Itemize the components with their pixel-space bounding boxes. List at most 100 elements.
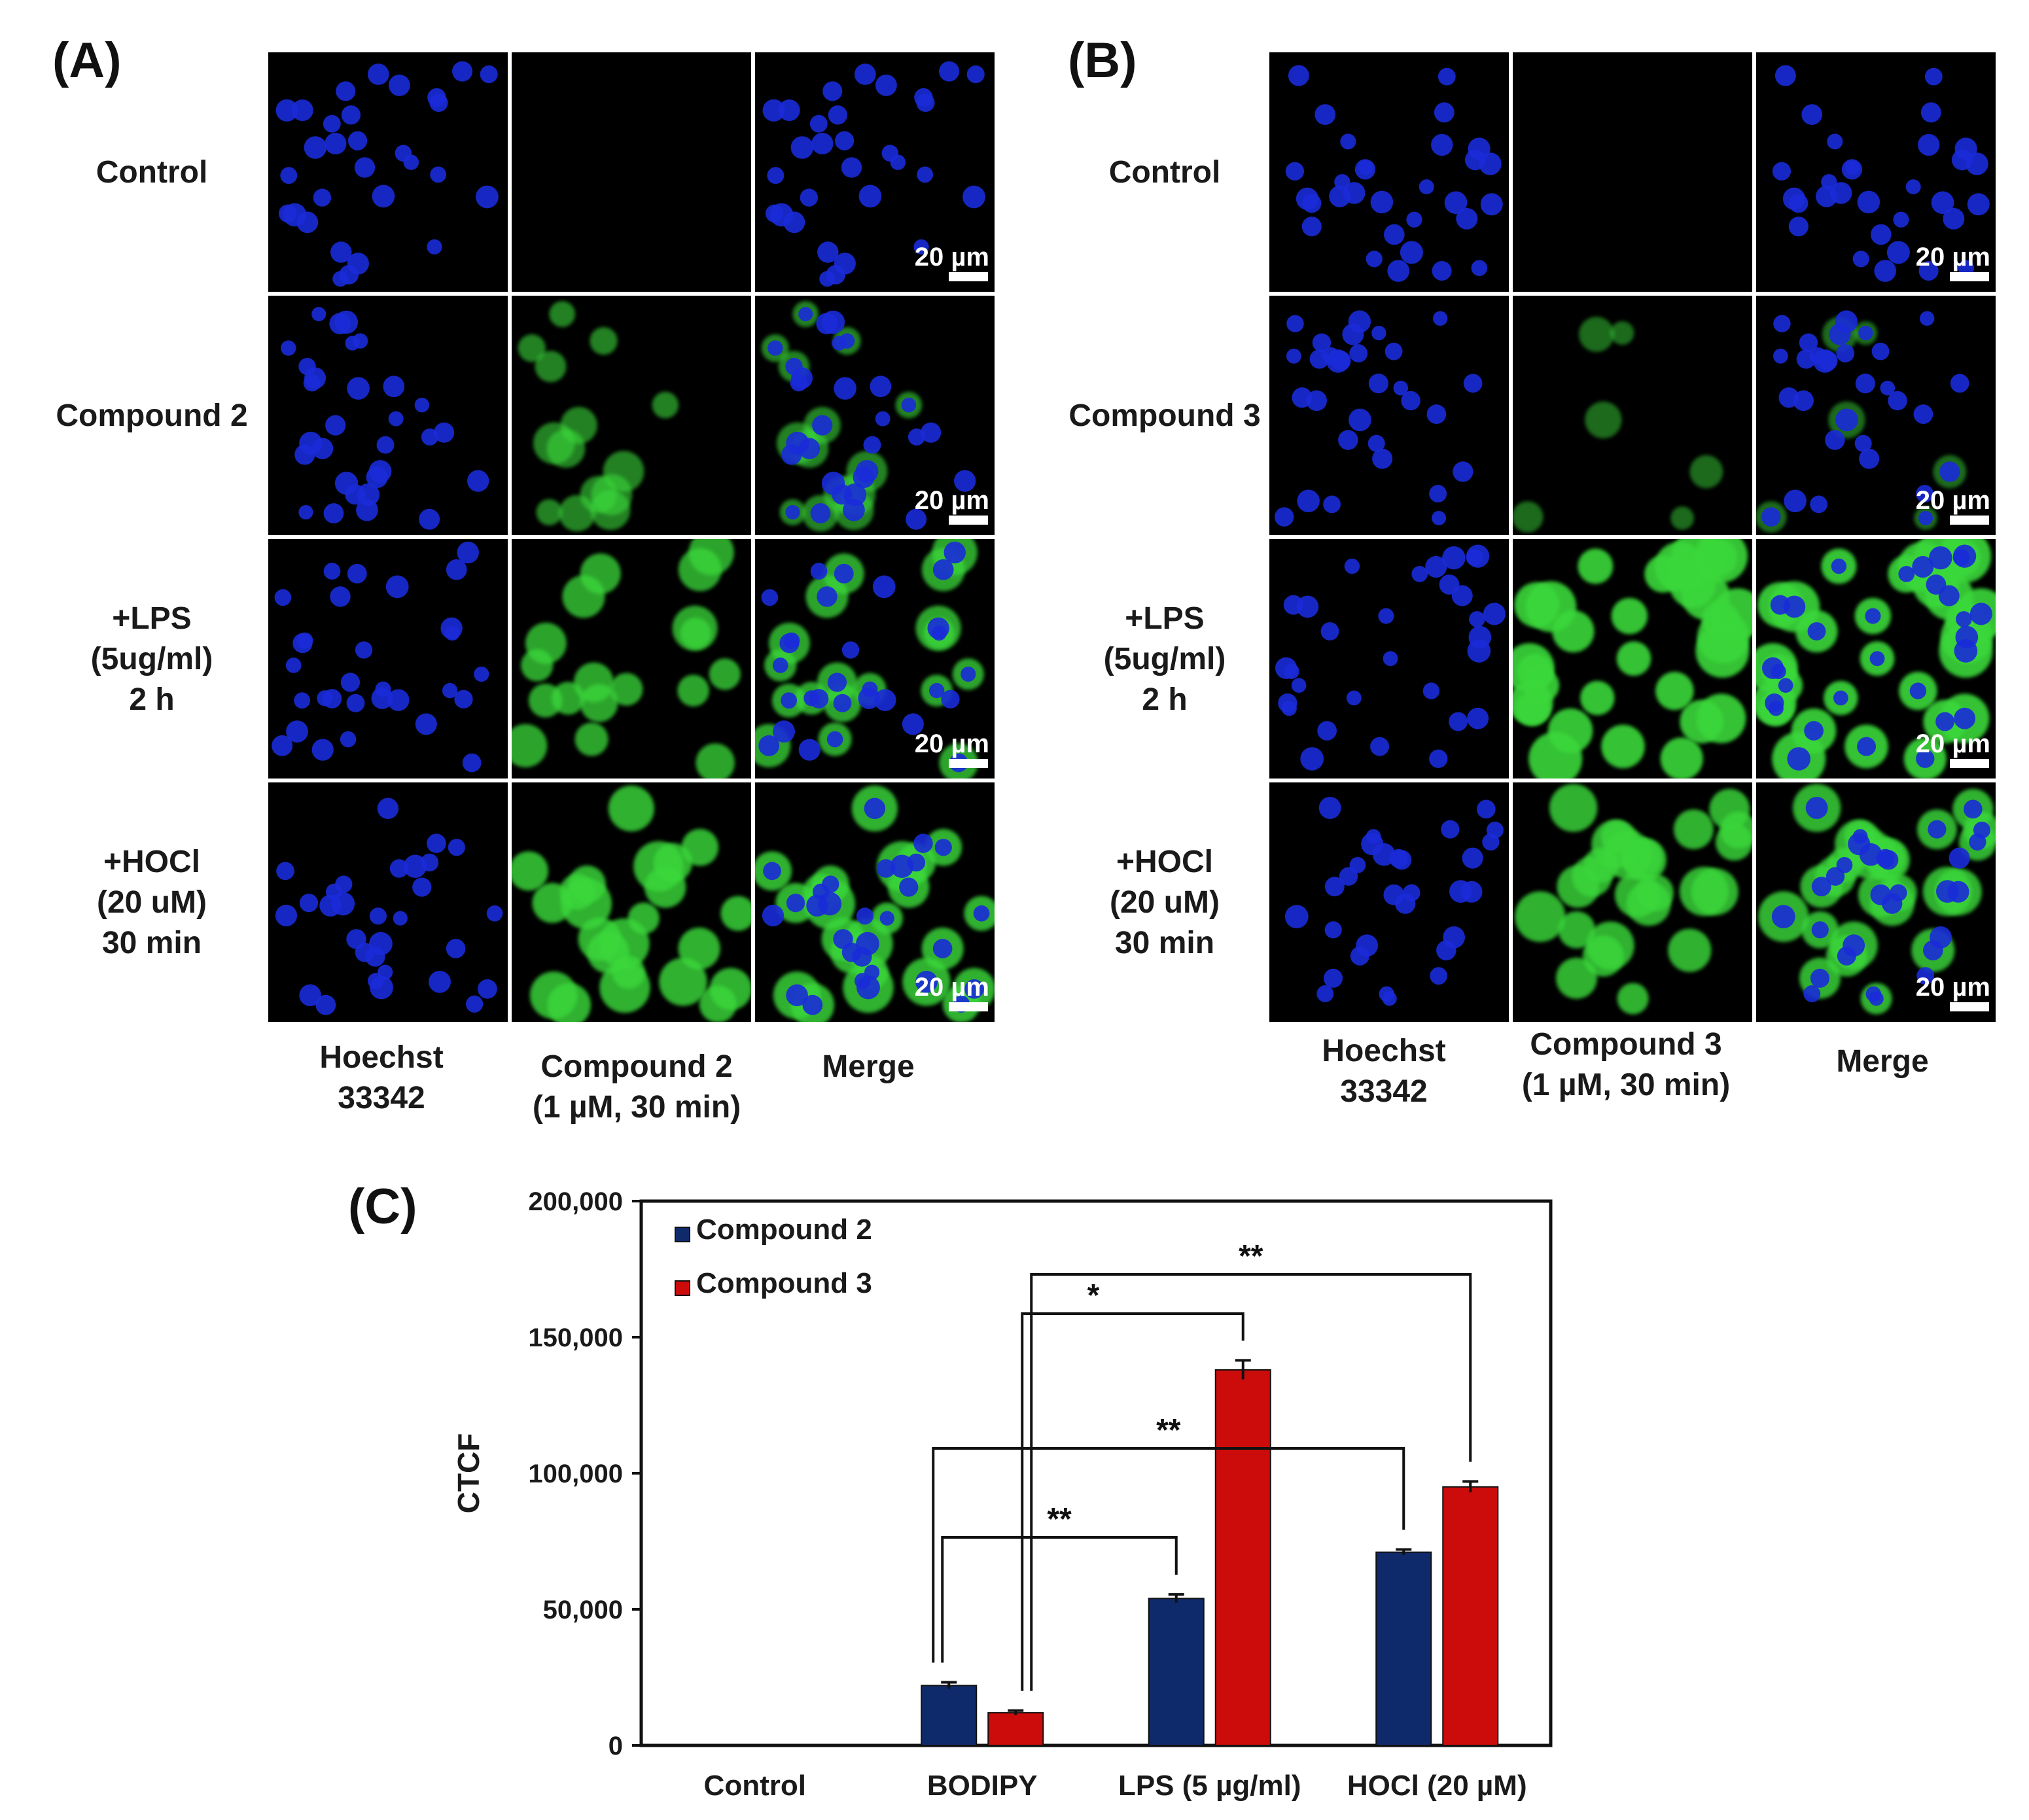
row-label: +LPS <box>112 601 191 636</box>
bar-compound-2 <box>921 1685 978 1746</box>
row-label: Compound 3 <box>1068 398 1260 433</box>
column-label: 33342 <box>338 1081 425 1115</box>
y-tick-label: 0 <box>609 1732 623 1760</box>
scale-bar: 20 µm <box>915 243 989 281</box>
y-tick-label: 150,000 <box>528 1323 623 1352</box>
panel-b-label: (B) <box>1068 33 1137 88</box>
row-label: 2 h <box>1142 682 1187 717</box>
micrograph-r3-c3: 20 µm <box>755 539 995 779</box>
column-label: 33342 <box>1340 1074 1427 1109</box>
row-label: 30 min <box>1115 926 1214 960</box>
micrograph-r1-c3: 20 µm <box>1756 52 1996 292</box>
micrograph-r3-c3: 20 µm <box>1756 539 1996 779</box>
bar-compound-3 <box>987 1712 1044 1747</box>
micrograph-r3-c2 <box>1513 539 1752 779</box>
column-label: (1 µM, 30 min) <box>1522 1068 1730 1102</box>
panel-b: (B) Control Compound 3 +LPS (5ug/ml) 2 h +HOC… <box>1068 33 1996 1109</box>
micrograph-r2-c3: 20 µm <box>755 296 995 535</box>
micrograph-r4-c1 <box>268 782 508 1022</box>
micrograph-r3-c1 <box>1269 539 1509 779</box>
micrograph-r4-c2 <box>1513 782 1752 1022</box>
panel-a-image-grid: 20 µm 20 µm 20 µm 20 µm <box>268 52 995 1022</box>
panel-c-bar-chart: (C) 0 50,000 100,000 150,000 200,000 CTCF Cont… <box>348 1179 1553 1802</box>
legend: Compound 2 Compound 3 <box>675 1214 872 1299</box>
legend-swatch <box>675 1280 690 1296</box>
row-label: (20 uM) <box>97 885 207 920</box>
row-label: (5ug/ml) <box>1104 642 1226 676</box>
chart-area: 0 50,000 100,000 150,000 200,000 CTCF Control B… <box>451 1187 1553 1802</box>
micrograph-r2-c1 <box>268 296 508 535</box>
panel-a-label: (A) <box>52 33 122 88</box>
scale-bar: 20 µm <box>1916 729 1990 768</box>
scale-bar-label: 20 µm <box>915 486 989 515</box>
row-label: +HOCl <box>1116 845 1213 879</box>
panel-b-row-labels: Control Compound 3 +LPS (5ug/ml) 2 h +HOCl (20… <box>1068 155 1260 960</box>
micrograph-r4-c1 <box>1269 782 1509 1022</box>
x-tick-label: LPS (5 µg/ml) <box>1118 1770 1301 1802</box>
panel-b-column-labels: Hoechst 33342 Compound 3 (1 µM, 30 min) Merg… <box>1322 1027 1928 1109</box>
micrograph-r1-c1 <box>1269 52 1509 292</box>
scale-bar-label: 20 µm <box>915 243 989 271</box>
x-tick-label: BODIPY <box>927 1770 1038 1802</box>
row-label: +LPS <box>1125 601 1204 636</box>
scale-bar-label: 20 µm <box>1916 486 1990 515</box>
micrograph-r1-c3: 20 µm <box>755 52 995 292</box>
row-label: Compound 2 <box>56 398 247 433</box>
scale-bar: 20 µm <box>1916 973 1990 1011</box>
x-tick-label: Control <box>704 1770 806 1802</box>
significance-bracket: ** <box>1030 1239 1472 1691</box>
scale-bar: 20 µm <box>1916 243 1990 281</box>
significance-bracket: ** <box>932 1413 1405 1663</box>
bar-compound-3 <box>1214 1369 1271 1746</box>
significance-label: ** <box>1047 1502 1072 1537</box>
micrograph-r2-c3: 20 µm <box>1756 296 1996 535</box>
micrograph-r4-c3: 20 µm <box>1756 782 1996 1022</box>
row-label: +HOCl <box>103 845 200 879</box>
y-tick-label: 100,000 <box>528 1460 623 1488</box>
scale-bar-label: 20 µm <box>1916 973 1990 1002</box>
micrograph-r3-c1 <box>268 539 508 779</box>
y-tick-label: 200,000 <box>528 1187 623 1216</box>
column-label: Compound 2 <box>540 1049 732 1084</box>
micrograph-r1-c1 <box>268 52 508 292</box>
scale-bar-label: 20 µm <box>1916 729 1990 758</box>
micrograph-r1-c2 <box>1513 52 1752 292</box>
legend-label: Compound 3 <box>696 1267 872 1299</box>
row-label: (5ug/ml) <box>91 642 213 676</box>
row-label: 2 h <box>129 682 174 717</box>
legend-label: Compound 2 <box>696 1214 872 1246</box>
micrograph-r2-c1 <box>1269 296 1509 535</box>
column-label: (1 µM, 30 min) <box>533 1090 741 1125</box>
row-label: (20 uM) <box>1110 885 1220 920</box>
y-axis-label: CTCF <box>451 1433 485 1514</box>
micrograph-r3-c2 <box>512 539 751 779</box>
scale-bar: 20 µm <box>1916 486 1990 525</box>
panel-c-label: (C) <box>348 1179 417 1234</box>
x-tick-label: HOCl (20 µM) <box>1347 1770 1527 1802</box>
bar-compound-2 <box>1375 1551 1432 1746</box>
significance-label: ** <box>1156 1413 1181 1448</box>
significance-bracket: * <box>1021 1278 1244 1691</box>
scale-bar: 20 µm <box>915 973 989 1011</box>
panel-a-column-labels: Hoechst 33342 Compound 2 (1 µM, 30 min) Merg… <box>319 1040 914 1125</box>
scale-bar: 20 µm <box>915 729 989 768</box>
row-label: 30 min <box>102 926 202 960</box>
micrograph-r1-c2 <box>512 52 751 292</box>
micrograph-r2-c2 <box>1513 296 1752 535</box>
column-label: Hoechst <box>319 1040 443 1075</box>
panel-a: (A) Control Compound 2 +LPS (5ug/ml) 2 h +HOC… <box>52 33 995 1125</box>
scale-bar-label: 20 µm <box>1916 243 1990 271</box>
column-label: Compound 3 <box>1530 1027 1721 1062</box>
column-label: Merge <box>1836 1044 1928 1079</box>
bar-compound-2 <box>1148 1598 1205 1747</box>
y-tick-label: 50,000 <box>543 1596 623 1624</box>
bar-compound-3 <box>1442 1486 1499 1747</box>
scale-bar: 20 µm <box>915 486 989 525</box>
row-label: Control <box>1109 155 1221 190</box>
micrograph-r4-c3: 20 µm <box>755 782 995 1022</box>
panel-a-row-labels: Control Compound 2 +LPS (5ug/ml) 2 h +HOCl (20… <box>56 155 247 960</box>
row-label: Control <box>96 155 208 190</box>
significance-label: ** <box>1239 1239 1263 1274</box>
micrograph-r4-c2 <box>512 782 751 1022</box>
